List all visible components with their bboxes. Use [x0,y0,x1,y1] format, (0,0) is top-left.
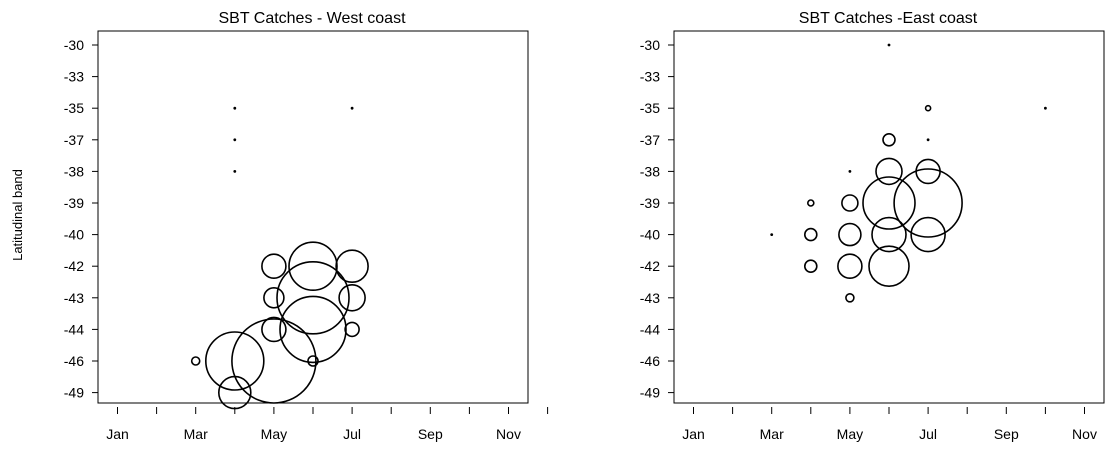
catch-bubble [276,260,350,335]
catch-bubble [893,168,963,238]
y-tick-label: -49 [640,385,660,401]
catch-bubble [868,245,910,288]
x-tick-label: Sep [994,426,1019,442]
y-tick-label: -33 [64,69,84,85]
y-tick-label: -44 [64,321,84,337]
y-tick-label: -40 [64,227,84,243]
catch-bubble [205,331,265,391]
catch-bubble [335,249,369,284]
catch-bubble [837,253,863,280]
y-tick-label: -46 [64,353,84,369]
plot-frame [97,30,529,404]
catch-bubble [926,138,930,142]
catch-bubble [882,133,896,147]
catch-bubble [806,199,815,207]
y-tick-label: -39 [640,195,660,211]
catch-bubble [344,321,360,338]
y-tick-label: -39 [64,195,84,211]
catch-bubble [841,194,859,212]
y-tick-label: -35 [64,100,84,116]
catch-bubble [915,158,941,185]
y-tick-label: -30 [640,37,660,53]
y-tick-label: -37 [640,132,660,148]
x-tick-label: Nov [1072,426,1097,442]
x-tick-label: Mar [184,426,208,442]
plot-frame [673,30,1105,404]
y-tick-label: -46 [640,353,660,369]
chart-title: SBT Catches -East coast [799,10,978,27]
y-tick-label: -42 [64,258,84,274]
catch-bubble [803,227,818,242]
catch-bubbles [770,43,1047,303]
x-tick-label: Jan [682,426,705,442]
west-coast-panel: SBT Catches - West coast Latitudinal ban… [10,10,549,442]
catch-bubble [307,355,319,367]
chart-title: SBT Catches - West coast [218,10,406,27]
y-tick-label: -42 [640,258,660,274]
y-tick-label: -44 [640,321,660,337]
catch-bubble [338,283,366,312]
catch-bubble [862,176,916,230]
y-tick-label: -38 [64,163,84,179]
catch-bubble [887,43,891,47]
y-tick-label: -38 [640,163,660,179]
catch-bubble [875,157,903,186]
catch-bubble [288,241,338,292]
catch-bubble [261,253,287,280]
x-ticks: Jan Mar May Jul Sep Nov [106,407,549,442]
east-coast-panel: SBT Catches -East coast -30-33-35-37-38-… [640,10,1105,442]
catch-bubble [350,106,354,110]
x-tick-label: Jul [919,426,937,442]
y-ticks: -30 -33 -35 -37 -38 -39 -40 -42 -43 -44 -46 -49 [640,37,674,401]
x-tick-label: May [261,426,287,442]
y-tick-label: -40 [640,227,660,243]
y-tick-label: -43 [64,290,84,306]
y-tick-label: -49 [64,385,84,401]
x-tick-label: May [837,426,863,442]
catch-bubble [848,170,852,173]
x-tick-label: Mar [760,426,784,442]
catch-bubble [845,292,855,303]
catch-bubble [261,316,287,343]
catch-bubbles [190,106,369,410]
catch-bubble [770,233,774,237]
catch-bubble [233,138,237,142]
y-ticks: -30 -33 -35 -37 -38 -39 -40 -42 -43 -44 -46 -49 [64,37,98,401]
catch-bubble [910,216,946,253]
y-tick-label: -43 [640,290,660,306]
catch-bubble [231,318,317,404]
x-tick-label: Sep [418,426,443,442]
catch-bubble [924,104,932,112]
x-tick-label: Nov [496,426,521,442]
catch-bubble [871,216,907,253]
catch-bubble [233,106,237,110]
y-axis-label: Latitudinal band [10,169,25,261]
y-tick-label: -33 [640,69,660,85]
catch-bubble [190,356,201,366]
catch-bubble [803,259,818,274]
catch-bubble [1044,106,1047,110]
y-tick-label: -37 [64,132,84,148]
catch-bubble [233,170,237,173]
catch-bubble [279,295,347,364]
x-ticks: Jan Mar May Jul Sep Nov [682,407,1097,442]
catch-bubble [263,286,285,309]
catch-bubble [838,222,862,247]
y-tick-label: -30 [64,37,84,53]
x-tick-label: Jul [343,426,361,442]
y-tick-label: -35 [640,100,660,116]
x-tick-label: Jan [106,426,129,442]
